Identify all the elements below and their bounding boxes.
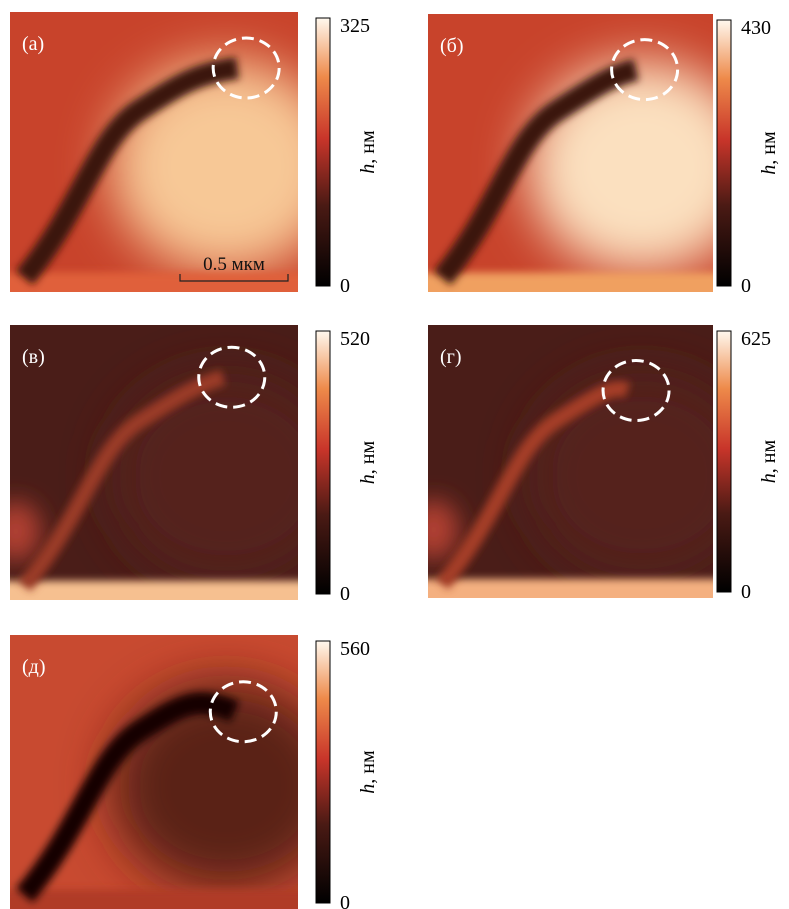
panel-label: (г) xyxy=(440,346,462,368)
panel: (в) 520 0 h, нм xyxy=(0,325,379,636)
label-unit: , нм xyxy=(758,131,780,165)
colorbar xyxy=(316,18,330,286)
colorbar xyxy=(316,641,330,903)
colorbar-label: h, нм xyxy=(758,439,780,483)
panel-label: (д) xyxy=(22,656,46,678)
image-bottom xyxy=(0,890,318,909)
scale-bar-label: 0.5 мкм xyxy=(203,254,265,275)
colorbar-max: 625 xyxy=(741,328,771,350)
image-left xyxy=(409,500,459,560)
label-symbol: h xyxy=(357,164,379,174)
panel: (г) 625 0 h, нм xyxy=(408,325,780,633)
panel-label: (в) xyxy=(22,346,45,368)
colorbar-min: 0 xyxy=(741,275,751,297)
label-symbol: h xyxy=(758,473,780,483)
panel: (а) 325 0 h, нм 0.5 мкм xyxy=(0,12,379,328)
label-unit: , нм xyxy=(357,750,379,784)
colorbar-max: 430 xyxy=(741,17,771,39)
afm-image xyxy=(408,14,756,328)
colorbar-max: 325 xyxy=(340,15,370,37)
image-bottom xyxy=(408,579,733,634)
panel: (д) 560 0 h, нм xyxy=(0,635,379,909)
image-blob xyxy=(111,60,341,273)
label-unit: , нм xyxy=(758,439,780,473)
colorbar-label: h, нм xyxy=(758,131,780,175)
label-symbol: h xyxy=(758,165,780,175)
colorbar-max: 560 xyxy=(340,638,370,660)
label-unit: , нм xyxy=(357,440,379,474)
colorbar-min: 0 xyxy=(340,892,350,909)
image-blob xyxy=(111,372,341,581)
colorbar xyxy=(316,331,330,594)
image-bottom xyxy=(0,581,318,636)
panel: (б) 430 0 h, нм xyxy=(408,14,780,328)
panel-label: (а) xyxy=(22,33,44,55)
afm-image xyxy=(0,635,341,909)
colorbar-label: h, нм xyxy=(357,750,379,794)
colorbar xyxy=(717,331,731,592)
panel-label: (б) xyxy=(440,35,464,57)
colorbar-max: 520 xyxy=(340,328,370,350)
colorbar-label: h, нм xyxy=(357,130,379,174)
colorbar-min: 0 xyxy=(340,275,350,297)
label-symbol: h xyxy=(357,474,379,484)
colorbar-min: 0 xyxy=(340,583,350,605)
colorbar-min: 0 xyxy=(741,581,751,603)
label-unit: , нм xyxy=(357,130,379,164)
afm-image xyxy=(408,325,756,633)
colorbar-label: h, нм xyxy=(357,440,379,484)
figure: (а)3250h, нм0.5 мкм(б)4300h, нм(в)5200h,… xyxy=(0,0,789,909)
image-bottom xyxy=(408,273,733,329)
afm-image xyxy=(0,325,341,636)
afm-image xyxy=(0,12,341,328)
label-symbol: h xyxy=(357,784,379,794)
colorbar xyxy=(717,20,731,286)
